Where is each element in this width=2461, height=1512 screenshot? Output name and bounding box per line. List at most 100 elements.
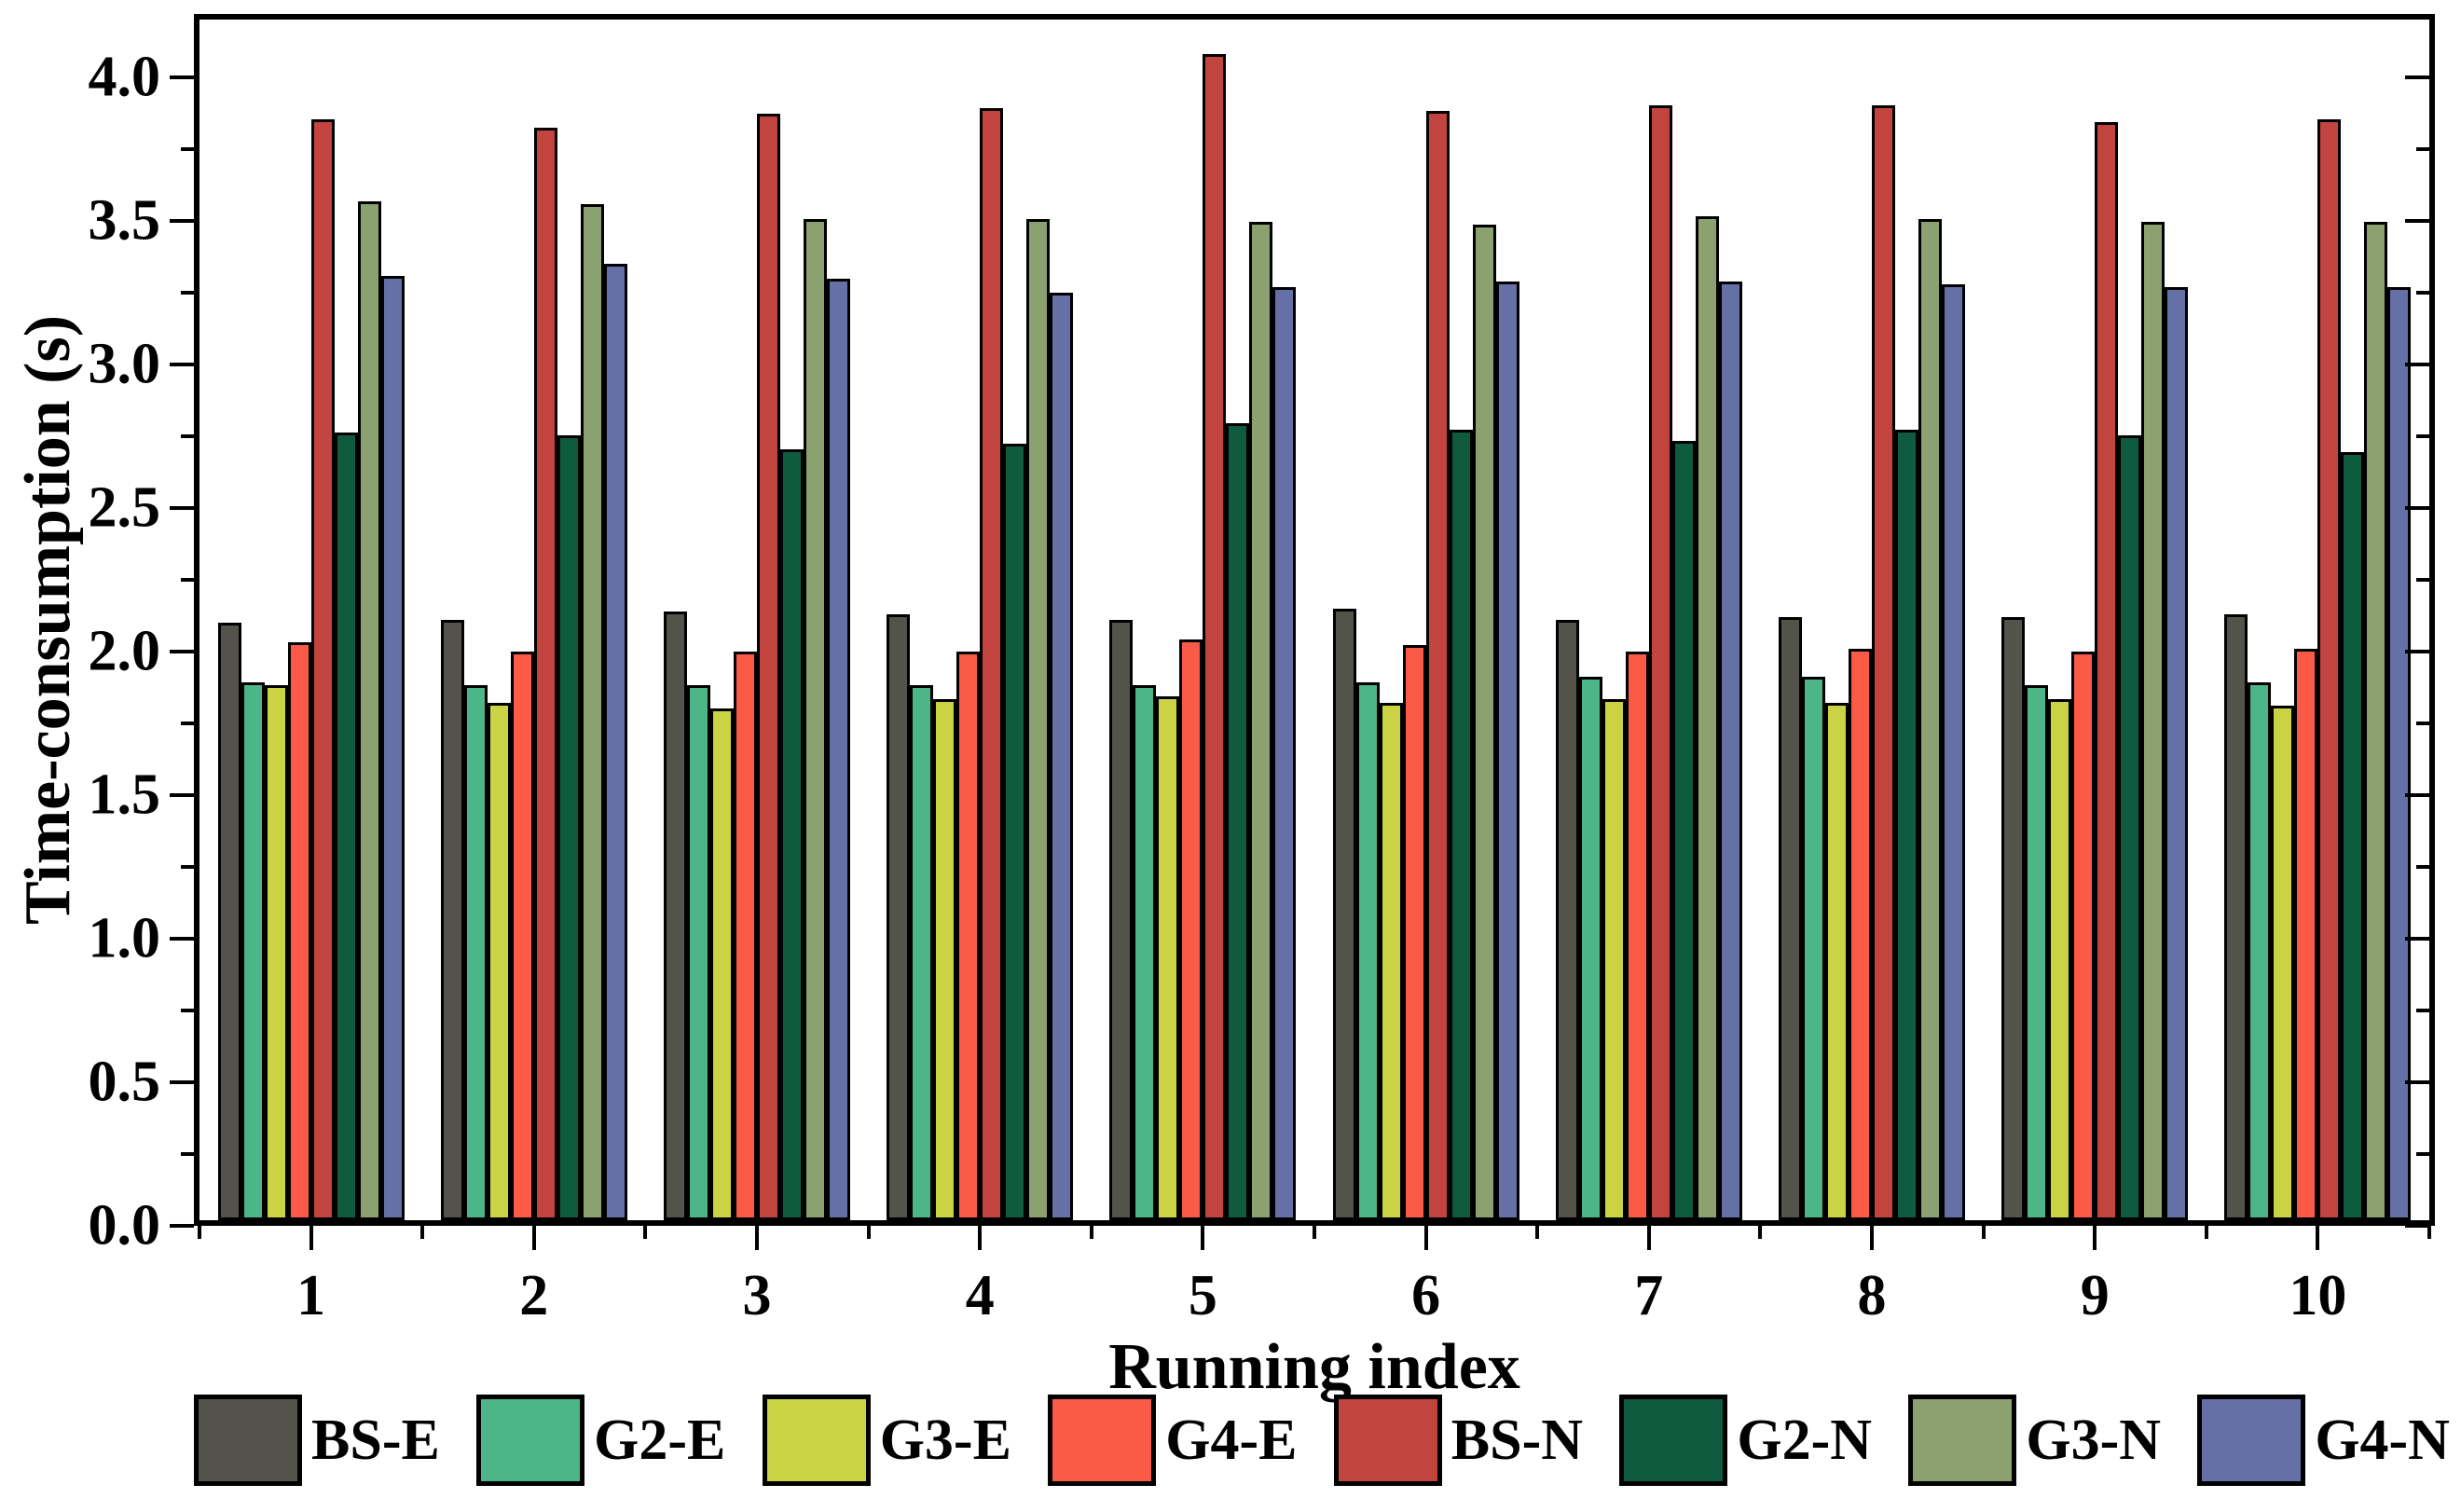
bar-group bbox=[440, 20, 627, 1220]
bar-group bbox=[887, 20, 1074, 1220]
legend-label: G2-E bbox=[594, 1408, 726, 1472]
bar-g4-e-run8 bbox=[1849, 648, 1872, 1220]
y-tick-label: 2.5 bbox=[88, 475, 161, 540]
bar-bs-n-run9 bbox=[2095, 121, 2119, 1220]
y-major-tick-right bbox=[2405, 1224, 2429, 1228]
x-minor-tick bbox=[198, 1226, 201, 1239]
bar-g4-e-run10 bbox=[2294, 648, 2318, 1220]
bar-g3-n-run3 bbox=[804, 218, 827, 1220]
bar-g4-e-run1 bbox=[287, 642, 311, 1220]
legend-item-g2-e: G2-E bbox=[476, 1395, 725, 1486]
bar-g4-e-run4 bbox=[956, 651, 981, 1220]
bar-g3-n-run5 bbox=[1249, 221, 1273, 1220]
bar-group bbox=[1109, 20, 1297, 1220]
bar-bs-n-run8 bbox=[1872, 104, 1895, 1220]
bar-g3-n-run6 bbox=[1472, 224, 1496, 1220]
x-major-tick bbox=[755, 1226, 759, 1250]
x-minor-tick bbox=[1758, 1226, 1763, 1239]
x-minor-tick bbox=[2204, 1226, 2208, 1239]
y-minor-tick bbox=[181, 1151, 194, 1156]
bar-g3-e-run8 bbox=[1825, 702, 1849, 1220]
bar-group bbox=[217, 20, 405, 1220]
bar-bs-n-run1 bbox=[310, 118, 335, 1220]
y-minor-tick-right bbox=[2416, 290, 2429, 295]
bar-g4-n-run3 bbox=[827, 278, 850, 1220]
y-major-tick-right bbox=[2405, 75, 2429, 79]
bar-group bbox=[1332, 20, 1519, 1220]
bar-bs-e-run6 bbox=[1332, 608, 1356, 1220]
y-tick-label: 2.0 bbox=[88, 619, 161, 683]
bar-bs-e-run1 bbox=[217, 623, 241, 1220]
bar-g2-e-run9 bbox=[2025, 685, 2049, 1220]
y-major-tick bbox=[170, 362, 194, 366]
bar-g3-n-run10 bbox=[2364, 221, 2388, 1220]
bar-g2-e-run7 bbox=[1578, 677, 1602, 1220]
bar-g4-e-run3 bbox=[734, 651, 757, 1220]
bar-g2-n-run1 bbox=[334, 432, 358, 1220]
legend-item-g3-n: G3-N bbox=[1908, 1395, 2161, 1486]
bar-g3-n-run1 bbox=[357, 201, 381, 1220]
bar-bs-e-run9 bbox=[2001, 616, 2026, 1220]
x-tick-label: 9 bbox=[2080, 1264, 2110, 1327]
bar-g2-n-run4 bbox=[1003, 443, 1027, 1220]
plot-area bbox=[194, 14, 2435, 1226]
bar-g2-e-run10 bbox=[2248, 682, 2272, 1220]
bar-g3-e-run2 bbox=[487, 702, 511, 1220]
legend-label: BS-E bbox=[311, 1408, 440, 1472]
y-major-tick bbox=[170, 792, 194, 797]
x-axis-title: Running index bbox=[1108, 1331, 1520, 1403]
y-major-tick-right bbox=[2405, 1079, 2429, 1084]
y-major-tick-right bbox=[2405, 936, 2429, 941]
bar-g2-n-run8 bbox=[1895, 429, 1918, 1220]
bar-bs-n-run6 bbox=[1425, 110, 1450, 1220]
x-major-tick bbox=[531, 1226, 536, 1250]
y-major-tick bbox=[170, 936, 194, 941]
x-tick-label: 5 bbox=[1188, 1264, 1217, 1327]
y-tick-label: 3.0 bbox=[88, 332, 161, 396]
y-tick-label: 4.0 bbox=[88, 45, 161, 109]
y-minor-tick-right bbox=[2416, 1151, 2429, 1156]
bar-g4-n-run4 bbox=[1050, 293, 1074, 1220]
bar-g4-n-run6 bbox=[1495, 281, 1519, 1220]
bar-g2-n-run5 bbox=[1226, 423, 1250, 1220]
y-tick-label: 0.0 bbox=[88, 1193, 161, 1258]
bar-g2-e-run8 bbox=[1802, 677, 1825, 1220]
x-major-tick bbox=[978, 1226, 983, 1250]
legend-label: G3-N bbox=[2026, 1408, 2161, 1472]
x-minor-tick bbox=[1535, 1226, 1540, 1239]
y-minor-tick bbox=[181, 1008, 194, 1012]
y-minor-tick bbox=[181, 146, 194, 151]
bar-g3-e-run4 bbox=[933, 699, 957, 1220]
legend-swatch-bs-e bbox=[194, 1395, 302, 1486]
y-minor-tick-right bbox=[2416, 146, 2429, 151]
bar-group bbox=[2001, 20, 2189, 1220]
y-minor-tick bbox=[181, 290, 194, 295]
bar-g3-n-run4 bbox=[1026, 218, 1051, 1220]
bar-bs-e-run7 bbox=[1555, 620, 1579, 1220]
legend-label: G3-E bbox=[879, 1408, 1011, 1472]
y-tick-label: 1.0 bbox=[88, 906, 161, 970]
y-minor-tick-right bbox=[2416, 433, 2429, 438]
bar-group bbox=[664, 20, 850, 1220]
legend-swatch-g3-n bbox=[1908, 1395, 2017, 1486]
x-tick-label: 2 bbox=[519, 1264, 549, 1327]
bar-g2-e-run2 bbox=[463, 685, 488, 1220]
bar-g2-n-run7 bbox=[1671, 440, 1696, 1220]
x-tick-label: 4 bbox=[965, 1264, 995, 1327]
bar-g3-e-run10 bbox=[2271, 705, 2295, 1220]
y-minor-tick bbox=[181, 721, 194, 725]
bar-g4-n-run9 bbox=[2165, 286, 2189, 1220]
y-minor-tick bbox=[181, 577, 194, 582]
legend-swatch-bs-n bbox=[1333, 1395, 1442, 1486]
legend-label: G4-E bbox=[1165, 1408, 1298, 1472]
x-major-tick bbox=[2316, 1226, 2320, 1250]
bar-g3-e-run6 bbox=[1379, 702, 1403, 1220]
bar-g4-e-run2 bbox=[510, 651, 534, 1220]
bar-bs-e-run8 bbox=[1779, 616, 1802, 1220]
legend-swatch-g4-e bbox=[1048, 1395, 1157, 1486]
legend-label: BS-N bbox=[1450, 1408, 1584, 1472]
bar-bs-n-run4 bbox=[980, 107, 1004, 1220]
x-tick-label: 8 bbox=[1857, 1264, 1887, 1327]
legend-label: G2-N bbox=[1737, 1408, 1873, 1472]
